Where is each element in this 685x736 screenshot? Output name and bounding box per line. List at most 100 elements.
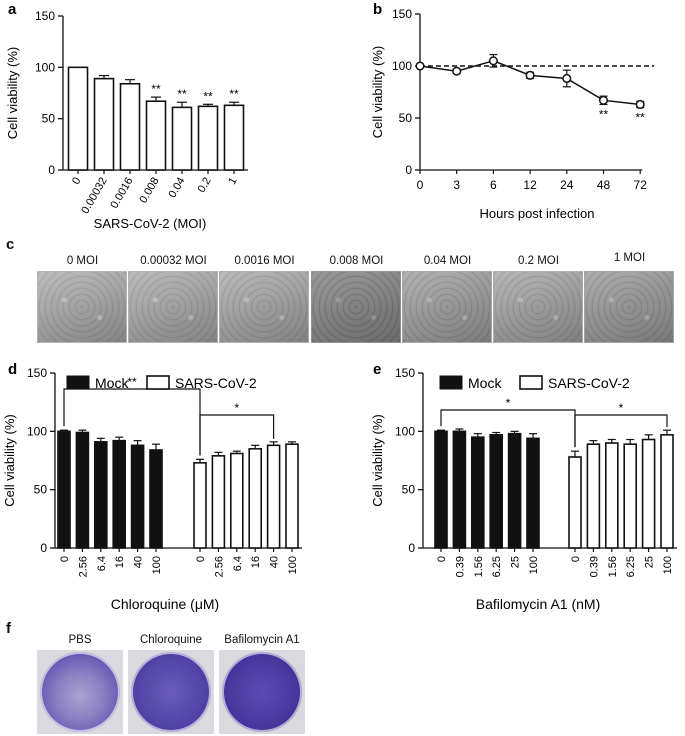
legend-label-mock: Mock [468,375,502,391]
bar-sars-cov-2 [641,438,656,549]
micrograph-image [219,271,309,343]
bar [67,66,89,171]
bar-sars-cov-2 [248,448,262,549]
dish-label: Chloroquine [139,634,202,646]
significance-label: * [506,396,511,410]
x-tick-label: 1 [226,176,239,187]
bar-sars-cov-2 [623,443,638,549]
y-tick-label: 50 [42,112,56,126]
bar [145,100,167,171]
x-tick-label: 0.2 [196,176,214,195]
significance-label: ** [177,87,187,101]
x-tick-label: 40 [133,556,145,568]
x-tick-label: 6.4 [232,556,244,571]
bar [171,106,193,171]
x-axis-label: Chloroquine (μM) [111,596,219,612]
bar-sars-cov-2 [266,444,281,549]
y-axis-label: Cell viability (%) [2,414,17,506]
micrograph-image [584,271,674,343]
y-tick-label: 150 [395,366,415,380]
x-axis-label: Hours post infection [480,206,595,221]
micrograph-label: 0.0016 MOI [234,255,295,267]
y-tick-label: 100 [27,424,47,438]
bar-mock [434,430,448,549]
bar-mock [149,449,163,549]
y-tick-label: 50 [399,111,413,125]
x-axis-label: SARS-CoV-2 (MOI) [94,216,207,231]
y-tick-label: 100 [35,60,55,74]
micrograph-image [311,271,401,343]
x-tick-label: 100 [287,556,299,574]
bar-mock [130,444,145,549]
panel-letter-b: b [373,1,382,18]
bar-mock [452,430,467,549]
data-point [635,99,645,110]
micrograph-label: 0.00032 MOI [140,255,207,267]
y-tick-label: 150 [392,7,412,21]
x-tick-label: 3 [453,178,460,192]
y-axis-label: Cell viability (%) [370,414,385,506]
x-tick-label: 0.008 [137,176,161,206]
bar-sars-cov-2 [193,462,207,549]
panel-d-chart: d 0 50 100 150 Cell viability (%) 0 2.56 6.4 16 40… [2,361,302,612]
x-tick-label: 6.25 [491,556,503,577]
dish-label: Bafilomycin A1 [224,634,300,646]
y-tick-label: 50 [34,483,48,497]
y-tick-label: 0 [48,163,55,177]
bar-sars-cov-2 [660,434,674,549]
x-tick-label: 0 [70,176,83,187]
plaque-assay-dish [37,650,123,734]
legend-label-sars-cov-2: SARS-CoV-2 [548,375,630,391]
x-tick-label: 100 [662,556,674,574]
bar-sars-cov-2 [586,443,601,549]
x-tick-label: 48 [597,178,611,192]
panel-b-chart: b 0 50 100 150 Cell viability (%) 0 3 6 12 24 ** 48 *… [370,1,655,221]
panel-e-chart: e 0 50 100 150 Cell viability (%) 0 0.39 1.56 6.2… [370,361,677,612]
bar [119,82,141,171]
x-tick-label: 100 [528,556,540,574]
x-tick-label: 25 [644,556,656,568]
bar [223,104,245,171]
legend-label-sars-cov-2: SARS-CoV-2 [175,375,257,391]
x-tick-label: 0 [195,556,207,562]
x-tick-label: 16 [250,556,262,568]
bar [197,105,219,171]
plaque-assay-dish [128,650,214,734]
y-tick-label: 0 [408,541,415,555]
bar [93,77,115,171]
significance-label: ** [203,89,213,103]
micrograph-image [493,271,583,343]
y-tick-label: 50 [402,483,416,497]
dish-label: PBS [68,634,92,646]
x-tick-label: 0.39 [588,556,600,577]
micrograph-image [37,271,127,343]
bar-mock [526,437,540,549]
bar-mock [112,439,126,549]
bar-sars-cov-2 [230,452,244,549]
panel-letter-f: f [6,620,11,637]
bar-mock [57,430,71,549]
x-axis-label: Bafilomycin A1 (nM) [476,596,600,612]
bar-sars-cov-2 [211,455,226,549]
data-point [452,66,462,76]
x-tick-label: 25 [510,556,522,568]
x-tick-label: 0 [436,556,448,562]
bar-mock [471,436,485,549]
x-tick-label: 0 [570,556,582,562]
dish-well [131,652,211,732]
legend-swatch-sars-cov-2 [519,375,543,390]
y-tick-label: 0 [405,163,412,177]
bar-sars-cov-2 [285,443,299,549]
x-tick-label: 6 [490,178,497,192]
dish-well [40,652,120,732]
x-tick-label: 0 [417,178,424,192]
bar-mock [75,431,90,549]
significance-label: ** [636,111,646,125]
x-tick-label: 0.39 [454,556,466,577]
micrograph-image [128,271,218,343]
x-tick-label: 0.04 [166,176,187,201]
legend-label-mock: Mock [95,375,129,391]
micrograph-label: 0.04 MOI [423,255,472,267]
x-tick-label: 1.56 [473,556,485,577]
